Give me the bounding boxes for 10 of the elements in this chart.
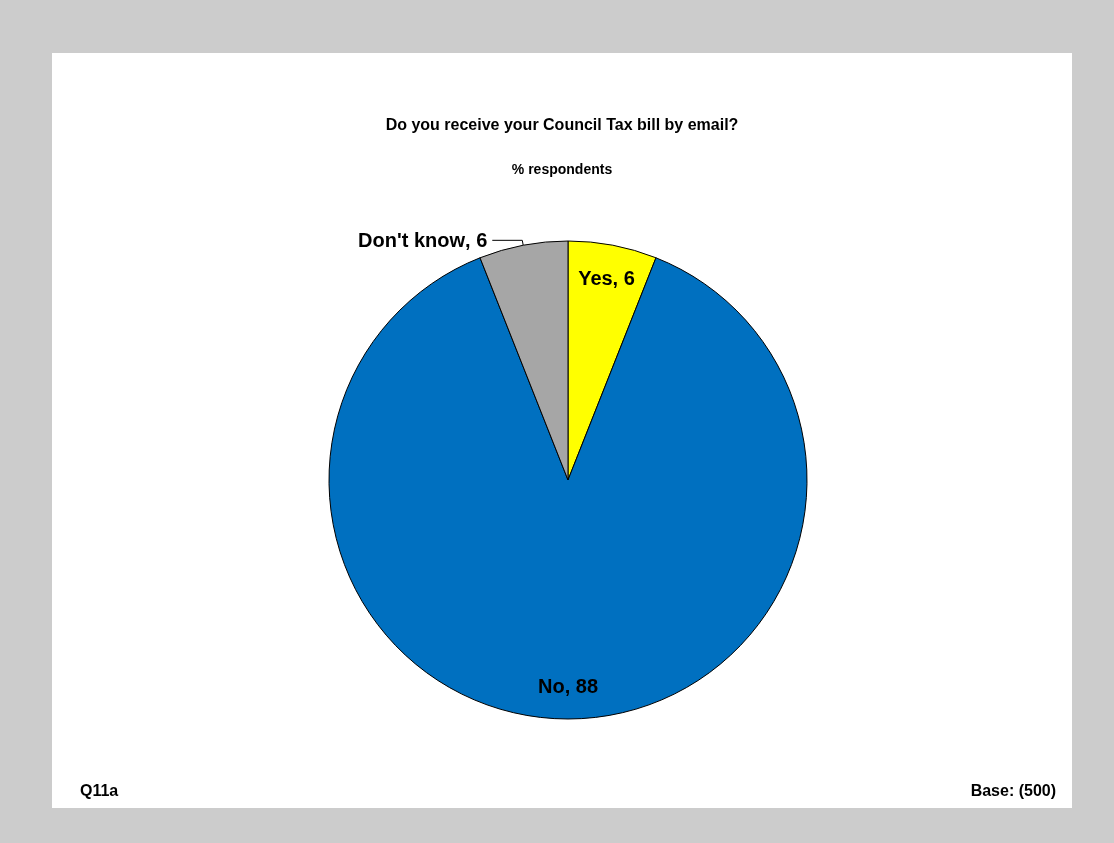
text: Base: (500) [970,781,1056,799]
slice-label: No [537,674,565,697]
slice-label: Yes [578,267,613,290]
chart-subtitle: % respondents [511,161,613,177]
data-label: , 6 [465,229,488,252]
text: Q11a [80,781,119,799]
data-label: , 88 [564,674,599,697]
chart-title: Do you receive your Council Tax bill by email? [385,115,739,133]
data-label: , 6 [612,267,635,290]
slice-label: Don't know [358,229,466,252]
